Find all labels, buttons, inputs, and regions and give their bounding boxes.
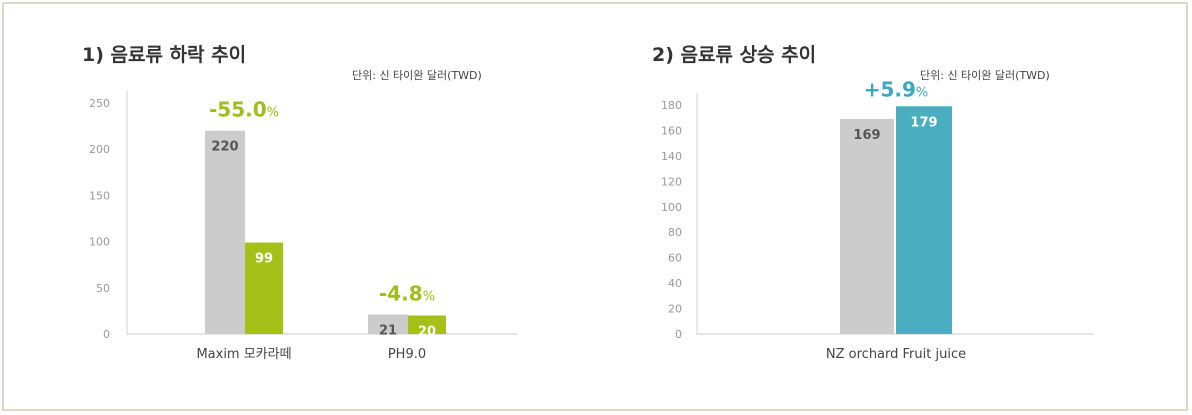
bar-chart-increase: 0 20 40 60 80 100 120 140 160 180 169 179 +5.9% NZ or… bbox=[661, 77, 1094, 362]
bar-value-label: 179 bbox=[910, 115, 937, 130]
y-tick-label: 250 bbox=[89, 97, 110, 110]
bar bbox=[205, 130, 245, 334]
chart-title: 2) 음료류 상승 추이 bbox=[652, 44, 817, 66]
chart-title: 1) 음료류 하락 추이 bbox=[82, 44, 247, 66]
y-tick-label: 100 bbox=[89, 236, 110, 249]
change-suffix: % bbox=[916, 85, 928, 100]
change-value: -55.0 bbox=[209, 98, 267, 122]
chart-panel-2: 2) 음료류 상승 추이 단위: 신 타이완 달러(TWD) 0 20 40 60 80… bbox=[564, 4, 1190, 413]
bar bbox=[408, 315, 446, 334]
y-tick-label: 20 bbox=[668, 303, 682, 316]
change-suffix: % bbox=[423, 290, 435, 305]
y-tick-label: 40 bbox=[668, 277, 682, 290]
y-tick-label: 100 bbox=[661, 201, 682, 214]
category-label: PH9.0 bbox=[388, 347, 426, 362]
change-suffix: % bbox=[267, 106, 279, 121]
y-tick-label: 140 bbox=[661, 150, 682, 163]
bar-value-label: 169 bbox=[853, 128, 880, 143]
bar-value-label: 220 bbox=[211, 140, 238, 155]
bar bbox=[840, 118, 894, 334]
change-value: -4.8 bbox=[379, 282, 423, 306]
change-label: -4.8% bbox=[379, 282, 435, 306]
y-tick-label: 0 bbox=[103, 328, 110, 341]
y-tick-label: 120 bbox=[661, 175, 682, 188]
bar-value-label: 20 bbox=[418, 325, 436, 340]
bar bbox=[245, 242, 283, 334]
y-tick-label: 80 bbox=[668, 226, 682, 239]
chart-panel-1: 1) 음료류 하락 추이 단위: 신 타이완 달러(TWD) 0 50 100 150… bbox=[4, 4, 564, 413]
y-tick-label: 60 bbox=[668, 252, 682, 265]
change-label: +5.9% bbox=[864, 77, 929, 101]
y-tick-label: 160 bbox=[661, 124, 682, 137]
y-tick-label: 180 bbox=[661, 99, 682, 112]
bar bbox=[368, 314, 408, 334]
y-tick-label: 150 bbox=[89, 189, 110, 202]
y-tick-label: 50 bbox=[96, 282, 110, 295]
bar bbox=[896, 106, 952, 335]
category-label: NZ orchard Fruit juice bbox=[826, 347, 966, 362]
bar-value-label: 21 bbox=[379, 324, 397, 339]
category-label: Maxim 모카라떼 bbox=[196, 347, 291, 362]
change-value: +5.9 bbox=[864, 77, 916, 101]
bar-value-label: 99 bbox=[255, 252, 273, 267]
unit-label: 단위: 신 타이완 달러(TWD) bbox=[352, 69, 482, 82]
bar-chart-decline: 0 50 100 150 200 250 220 99 -55.0% Maxim 모카라떼 21 20… bbox=[89, 91, 517, 362]
y-tick-label: 200 bbox=[89, 143, 110, 156]
change-label: -55.0% bbox=[209, 98, 279, 122]
y-tick-label: 0 bbox=[675, 328, 682, 341]
unit-label: 단위: 신 타이완 달러(TWD) bbox=[920, 69, 1050, 82]
